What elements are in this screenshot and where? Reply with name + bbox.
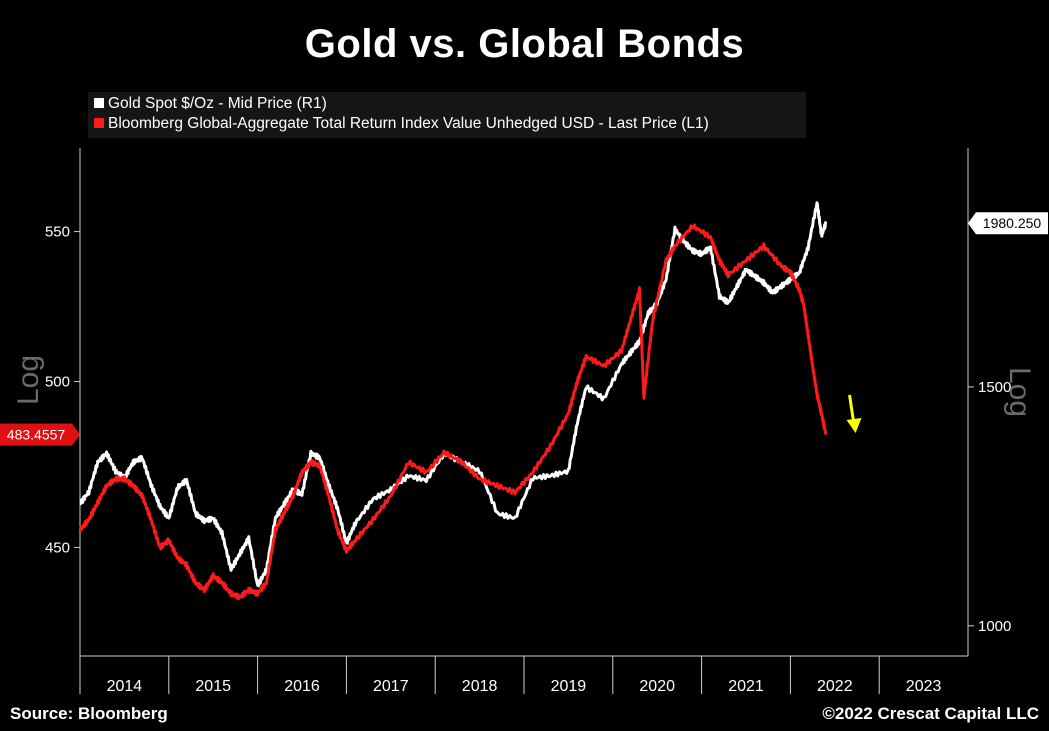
right-axis-title: Log: [1003, 366, 1036, 418]
x-tick-label: 2015: [195, 678, 231, 695]
right-last-value-bg: [968, 212, 1048, 235]
legend-item-gold: Gold Spot $/Oz - Mid Price (R1): [94, 95, 327, 113]
legend-item-bond: Bloomberg Global-Aggregate Total Return …: [94, 115, 709, 133]
x-tick-label: 2016: [284, 678, 320, 695]
x-tick-label: 2022: [817, 678, 853, 695]
right-last-value-label: 1980.250: [983, 215, 1042, 231]
right-tick-label: 1500: [978, 379, 1011, 396]
legend-label-gold: Gold Spot $/Oz - Mid Price (R1): [108, 95, 327, 112]
x-tick-label: 2020: [639, 678, 675, 695]
yellow-down-arrow-icon: [846, 394, 862, 433]
x-tick-label: 2019: [551, 678, 587, 695]
legend: Gold Spot $/Oz - Mid Price (R1) Bloomber…: [88, 92, 806, 138]
x-tick-label: 2017: [373, 678, 409, 695]
left-last-value-badge: 483.4557: [0, 423, 80, 446]
left-last-value-label: 483.4557: [7, 427, 66, 443]
x-tick-label: 2014: [107, 678, 143, 695]
left-last-value-pointer: [72, 423, 80, 446]
left-tick-label: 450: [45, 539, 70, 556]
chart-title: Gold vs. Global Bonds: [304, 22, 745, 66]
source-label: Source: Bloomberg: [10, 704, 168, 723]
copyright-label: ©2022 Crescat Capital LLC: [822, 704, 1039, 723]
series-line-gold: [79, 201, 828, 588]
arrow-shaft: [848, 394, 856, 423]
left-tick-label: 550: [45, 224, 70, 241]
right-last-value-badge: 1980.250: [968, 212, 1048, 235]
x-tick-label: 2021: [728, 678, 764, 695]
left-last-value-bg: [0, 423, 72, 446]
x-tick-label: 2023: [906, 678, 942, 695]
right-tick-label: 1000: [978, 618, 1011, 635]
left-tick-label: 500: [45, 374, 70, 391]
x-tick-label: 2018: [462, 678, 498, 695]
legend-swatch-gold: [94, 98, 104, 108]
legend-swatch-bond: [94, 118, 104, 128]
arrow-head: [846, 418, 862, 433]
legend-label-bond: Bloomberg Global-Aggregate Total Return …: [108, 115, 709, 132]
series-line-bond: [78, 223, 828, 600]
left-axis-title: Log: [12, 354, 45, 406]
